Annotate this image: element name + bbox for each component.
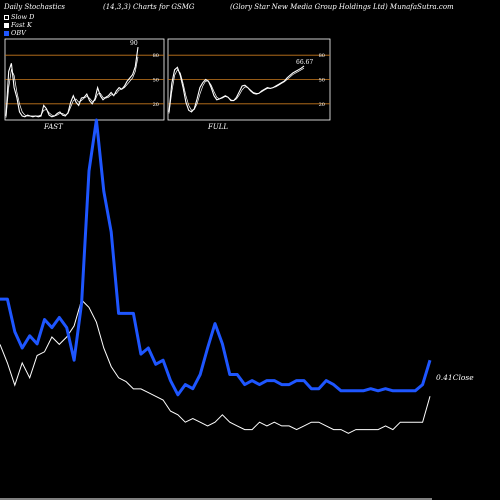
legend-label-slow-d: Slow D: [11, 13, 35, 21]
company-name: (Glory Star New Media Group Holdings Ltd…: [230, 3, 454, 11]
fast-tick-50: 50: [153, 78, 159, 84]
legend: Slow D Fast K OBV: [4, 13, 34, 37]
legend-item-slow-d: Slow D: [4, 13, 34, 21]
legend-item-obv: OBV: [4, 29, 34, 37]
fast-last-value-label: 90: [130, 40, 138, 47]
full-slow-d-line: [168, 67, 305, 114]
full-tick-50: 50: [319, 78, 325, 84]
full-last-value-label: 66.67: [296, 59, 313, 66]
fast-tick-80: 80: [153, 53, 159, 59]
legend-swatch-slow-d: [4, 14, 9, 20]
fast-panel-title: FAST: [43, 123, 64, 131]
legend-label-fast-k: Fast K: [11, 21, 32, 29]
chart-title: Daily Stochastics: [4, 3, 66, 11]
fast-tick-20: 20: [153, 102, 159, 108]
fast-fast-k-line: [5, 47, 139, 118]
legend-item-fast-k: Fast K: [4, 21, 34, 29]
full-tick-20: 20: [319, 102, 325, 108]
full-panel-title: FULL: [207, 123, 228, 131]
full-fast-k-line: [168, 65, 305, 113]
legend-label-obv: OBV: [11, 29, 26, 37]
price-close-label: 0.41Close: [436, 373, 474, 382]
obv-line: [0, 118, 432, 397]
legend-swatch-obv: [4, 30, 9, 36]
price-line: [0, 299, 431, 434]
fast-slow-d-line: [5, 56, 139, 118]
legend-swatch-fast-k: [4, 22, 9, 28]
full-tick-80: 80: [319, 53, 325, 59]
chart-params: (14,3,3) Charts for GSMG: [103, 3, 195, 11]
